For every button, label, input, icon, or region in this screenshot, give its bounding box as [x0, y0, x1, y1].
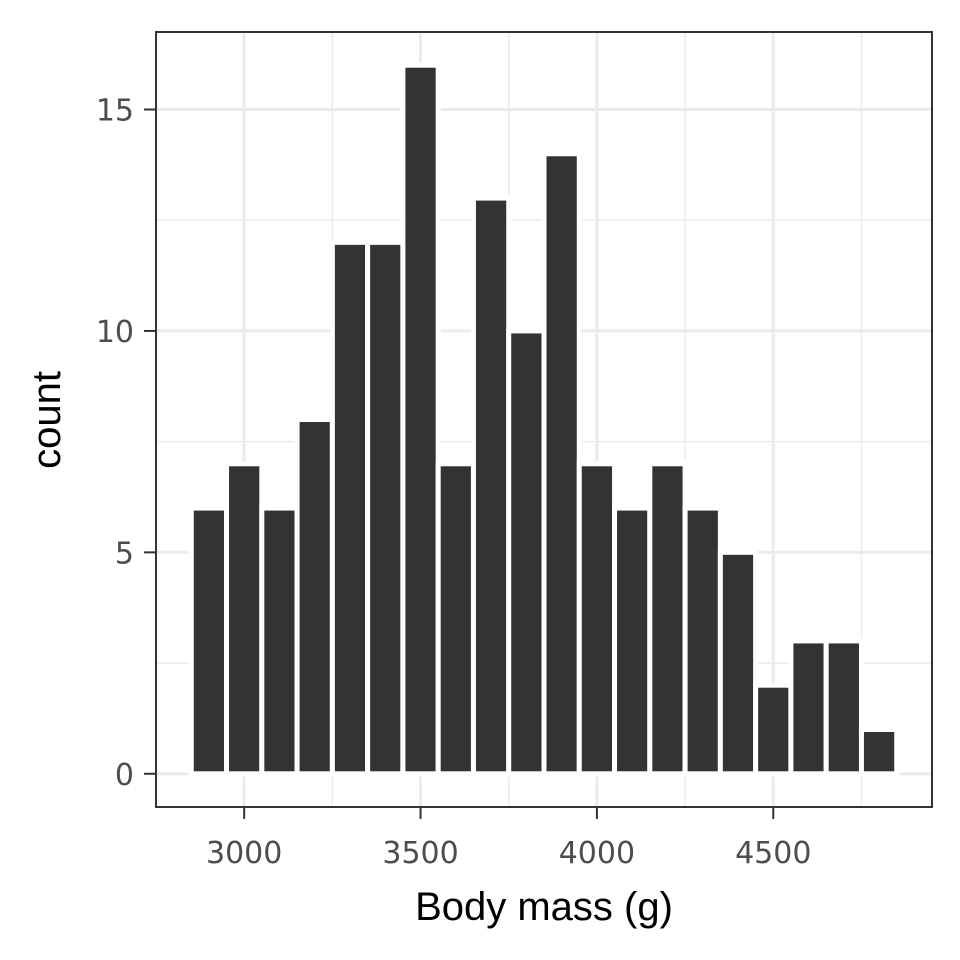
histogram-bar [788, 638, 829, 777]
histogram-bar [612, 505, 653, 777]
histogram-bar [647, 461, 688, 777]
histogram-bar [858, 727, 900, 777]
histogram-bar [400, 62, 441, 777]
x-tick-label: 4000 [559, 836, 635, 871]
y-axis: 0 5 10 15 [96, 94, 156, 793]
histogram-bar [435, 461, 476, 777]
y-axis-title: count [25, 371, 69, 469]
histogram-bar [753, 682, 794, 777]
x-tick-label: 3500 [382, 836, 458, 871]
histogram-bar [294, 417, 335, 777]
histogram-bar [717, 549, 759, 777]
y-tick-label: 15 [96, 94, 134, 129]
panel-border [155, 31, 933, 808]
histogram-bar [224, 461, 265, 777]
x-tick-label: 4500 [735, 836, 811, 871]
x-axis-title: Body mass (g) [415, 885, 673, 929]
histogram-bar [541, 151, 582, 777]
y-tick-label: 10 [96, 315, 134, 350]
x-tick-label: 3000 [206, 836, 282, 871]
y-tick-label: 0 [115, 758, 134, 793]
x-axis: 3000 3500 4000 4500 [206, 807, 811, 871]
bars [188, 62, 900, 777]
histogram-bar [188, 505, 230, 777]
histogram-bar [576, 461, 618, 777]
histogram-bar [259, 505, 300, 777]
histogram-bar [329, 239, 371, 777]
y-tick-label: 5 [115, 536, 134, 571]
histogram-bar [506, 328, 547, 777]
histogram-bar [682, 505, 723, 777]
histogram-bar [823, 638, 864, 777]
histogram-bar [365, 239, 406, 777]
histogram-bar [470, 195, 512, 777]
